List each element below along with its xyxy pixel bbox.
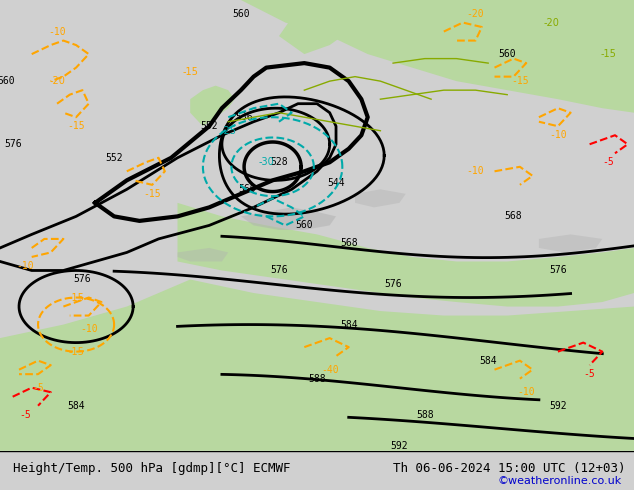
Text: -15: -15 [511,76,529,86]
Text: -20: -20 [467,8,484,19]
Text: -10: -10 [80,324,98,334]
Text: 584: 584 [479,356,497,366]
Polygon shape [190,86,235,126]
Text: 560: 560 [238,184,256,195]
Text: Height/Temp. 500 hPa [gdmp][°C] ECMWF: Height/Temp. 500 hPa [gdmp][°C] ECMWF [13,462,290,475]
Text: 560: 560 [295,220,313,230]
Polygon shape [355,189,406,207]
Text: -5: -5 [584,369,595,379]
Text: -15: -15 [68,293,84,302]
Text: -20: -20 [543,18,560,27]
Text: 576: 576 [74,274,91,285]
Text: -25: -25 [220,126,236,136]
Text: -5: -5 [20,410,31,420]
Text: -15: -15 [182,67,198,77]
Polygon shape [0,279,634,451]
Text: 568: 568 [340,239,358,248]
Text: 592: 592 [549,401,567,411]
Text: 576: 576 [270,266,288,275]
Text: -5: -5 [603,157,614,167]
Text: -15: -15 [600,49,617,59]
Text: 576: 576 [384,279,402,289]
Text: 560: 560 [498,49,516,59]
Text: -15: -15 [67,121,85,131]
Text: 588: 588 [416,410,434,420]
Polygon shape [241,207,336,230]
Text: Th 06-06-2024 15:00 UTC (12+03): Th 06-06-2024 15:00 UTC (12+03) [393,462,626,475]
Text: -10: -10 [549,130,567,140]
Text: -40: -40 [321,365,339,375]
Text: 528: 528 [270,157,288,167]
Text: ©weatheronline.co.uk: ©weatheronline.co.uk [497,476,621,486]
Text: 544: 544 [327,177,345,188]
Text: 560: 560 [0,76,15,86]
Text: 592: 592 [391,441,408,451]
Text: -30: -30 [259,157,274,167]
Text: -10: -10 [467,166,484,176]
Text: -15: -15 [68,346,84,357]
Text: -15: -15 [143,189,161,199]
Text: -5: -5 [32,383,44,392]
Text: 576: 576 [4,139,22,149]
Polygon shape [178,248,228,262]
Text: 584: 584 [340,319,358,330]
Polygon shape [539,234,602,252]
Text: 584: 584 [67,401,85,411]
Text: 536: 536 [235,112,253,122]
Text: -10: -10 [48,26,66,37]
Text: -20: -20 [49,76,65,86]
Polygon shape [178,203,634,307]
Text: -10: -10 [16,261,34,271]
Text: 576: 576 [549,266,567,275]
Polygon shape [380,0,634,68]
Text: 552: 552 [105,153,123,163]
Polygon shape [241,0,634,113]
Polygon shape [279,0,361,54]
Text: 560: 560 [232,8,250,19]
Text: 568: 568 [505,211,522,221]
Text: 588: 588 [308,374,326,384]
Text: 552: 552 [200,121,218,131]
Text: -10: -10 [517,387,535,397]
